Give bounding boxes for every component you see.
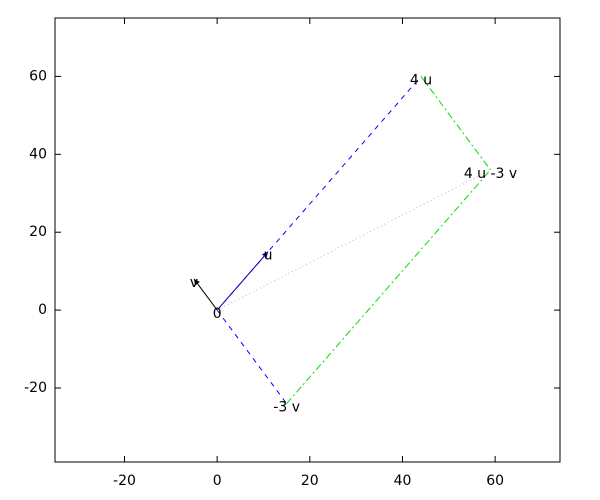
vector-arrow <box>193 278 218 311</box>
vector-line <box>216 309 288 404</box>
y-tick-label: -20 <box>24 380 47 396</box>
x-tick-label: 20 <box>301 473 319 489</box>
vector-line <box>286 169 491 404</box>
vector-label: 4 u <box>410 72 432 88</box>
y-tick-label: 20 <box>29 224 47 240</box>
plot-frame <box>54 17 561 463</box>
y-tick-label: 40 <box>29 146 47 162</box>
vector-line <box>420 76 491 171</box>
x-tick-label: 60 <box>486 473 504 489</box>
x-tick-label: -20 <box>113 473 136 489</box>
y-tick-label: 60 <box>29 68 47 84</box>
vector-label: u <box>264 248 273 264</box>
vector-line <box>216 76 422 311</box>
vector-label: v <box>190 275 198 291</box>
x-tick-label: 40 <box>394 473 412 489</box>
vector-label: 0 <box>213 306 222 322</box>
vector-label: -3 v <box>273 400 300 416</box>
vector-label: 4 u -3 v <box>464 166 517 182</box>
y-tick-label: 0 <box>38 302 47 318</box>
x-tick-label: 0 <box>213 473 222 489</box>
vector-line <box>216 169 491 311</box>
